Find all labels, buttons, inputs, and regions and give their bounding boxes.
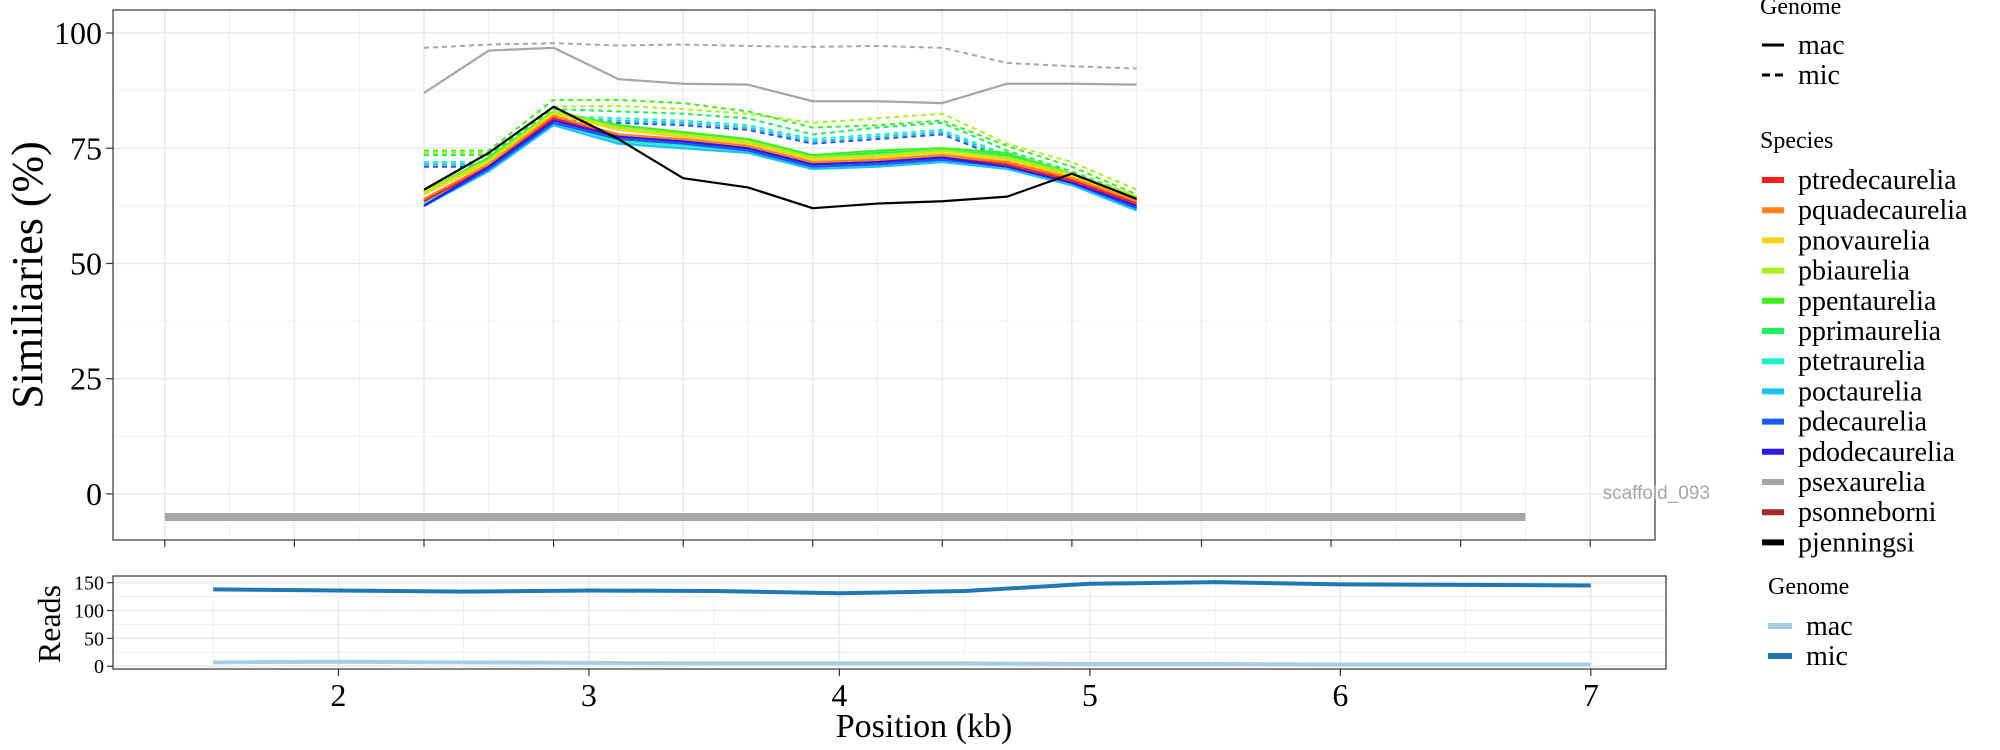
genome-legend-label-mic: mic [1798,60,1840,91]
similarity-plot-background [113,10,1655,540]
similarity-y-ticks: 0 25 50 75 100 [54,15,113,512]
y-tick-label: 75 [70,130,102,166]
species-legend-label-poctaurelia: poctaurelia [1798,376,1923,407]
y-tick-label: 100 [54,15,102,51]
scaffold-annotation: scaffold_093 [1603,483,1710,504]
species-legend-label-pprimaurelia: pprimaurelia [1798,316,1942,347]
similarity-gridlines [113,10,1655,540]
species-legend-label-ppentaurelia: ppentaurelia [1798,286,1937,317]
species-legend-label-pdodecaurelia: pdodecaurelia [1798,437,1956,468]
genome-legend-title: Genome [1760,0,1841,20]
x-tick-label: 5 [1082,677,1098,713]
series-line-psexaurelia-mac [423,46,1137,105]
genome-legend-label-mac: mac [1798,30,1845,61]
similarity-x-ticks [164,540,1591,547]
x-axis-label: Position (kb) [836,708,1013,745]
similarity-series-lines [423,42,1138,212]
species-legend-title: Species [1760,128,1833,154]
species-legend-label-pnovaurelia: pnovaurelia [1798,225,1931,256]
series-line-pprimaurelia-mic [423,108,1138,198]
x-tick-label: 7 [1583,677,1599,713]
x-tick-label: 2 [330,677,346,713]
similarity-y-axis-label: Similiaries (%) [3,141,52,409]
reads-line-mic [213,580,1591,596]
x-tick-label: 6 [1332,677,1348,713]
reads-x-ticks: 2 3 4 5 6 7 [330,669,1599,713]
series-line-pjenningsi-mac [423,105,1138,210]
y-tick-label: 0 [86,476,102,512]
series-line-poctaurelia-mac [423,124,1138,212]
series-line-pbiaurelia-mac [423,110,1138,198]
y-tick-label: 100 [74,601,104,623]
species-legend-label-pjenningsi: pjenningsi [1798,527,1915,558]
species-legend-label-pbiaurelia: pbiaurelia [1798,256,1911,287]
reads-legend-label-mac: mac [1806,611,1853,642]
series-line-pdodecaurelia-mac [423,119,1138,207]
reads-y-ticks: 0 50 100 150 [74,573,113,678]
species-legend-label-ptetraurelia: ptetraurelia [1798,346,1926,377]
y-tick-label: 50 [84,628,104,650]
y-tick-label: 150 [74,573,104,595]
series-line-pnovaurelia-mac [423,112,1138,200]
reads-plot-frame [112,575,1667,670]
species-legend-label-pdecaurelia: pdecaurelia [1798,407,1928,438]
reads-line-mac [213,659,1591,667]
y-tick-label: 25 [70,361,102,397]
species-legend-label-pquadecaurelia: pquadecaurelia [1798,195,1968,226]
reads-legend-label-mic: mic [1806,641,1848,672]
series-line-psexaurelia-mic [423,42,1137,70]
similarity-plot-frame [112,9,1656,541]
similarity-panel: 0 25 50 75 100 Similiaries (%) scaffold_093 [3,9,1710,547]
x-tick-label: 4 [831,677,847,713]
y-tick-label: 0 [94,656,104,678]
series-line-pquadecaurelia-mac [423,114,1138,203]
species-legend-label-psonneborni: psonneborni [1798,497,1937,528]
y-tick-label: 50 [70,245,102,281]
reads-panel: 0 50 100 150 2 3 4 5 6 7 Reads Position (kb) [31,573,1667,745]
reads-legend-title: Genome [1768,574,1849,600]
reads-y-axis-label: Reads [31,585,67,663]
reads-series-lines [213,580,1591,667]
species-legend-label-ptredecaurelia: ptredecaurelia [1798,165,1957,196]
species-legend-label-psexaurelia: psexaurelia [1798,467,1926,498]
x-tick-label: 3 [581,677,597,713]
series-line-pbiaurelia-mic [423,104,1138,191]
